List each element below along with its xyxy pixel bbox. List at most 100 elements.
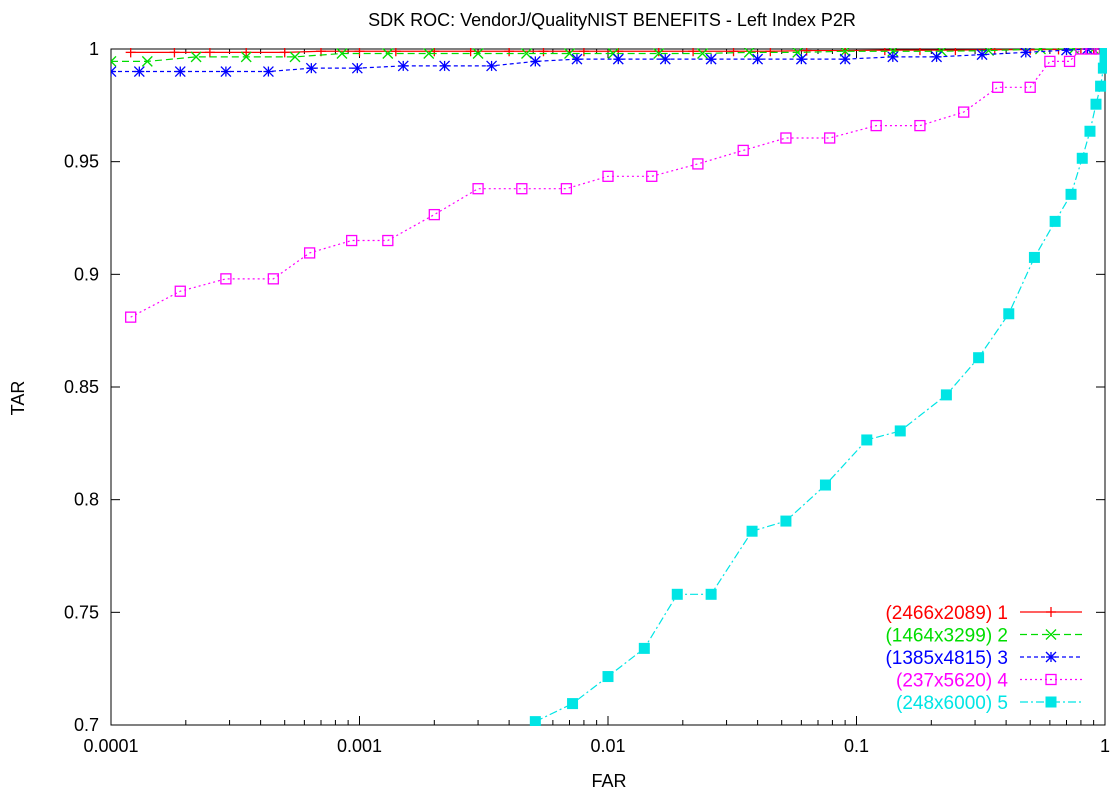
x-tick-label: 0.01 [590, 736, 625, 756]
series-2-point [240, 51, 252, 63]
series-4-point [428, 208, 440, 221]
series-5-point [1090, 98, 1102, 110]
series-5-point [819, 479, 831, 491]
series-2-point [564, 48, 575, 59]
series-4-line [130, 48, 1105, 318]
series-1-point [765, 48, 776, 57]
series-1-point [204, 48, 215, 58]
series-5-point [529, 716, 541, 726]
series-4-point [646, 170, 658, 182]
y-tick-label: 1 [89, 39, 99, 59]
series-5-point [638, 642, 650, 654]
series-2-point [521, 48, 532, 59]
legend-marker [1045, 651, 1057, 663]
plot-area: 0.7 0.75 0.8 0.85 0.9 0.95 1 0.0001 0.001 0.01 0.1… [64, 39, 1110, 756]
series-4-point [267, 273, 279, 285]
series-3-point [839, 53, 851, 65]
series-3-point [529, 55, 541, 67]
series-3-point [397, 60, 409, 72]
series-3-point [705, 53, 717, 65]
chart-title: SDK ROC: VendorJ/QualityNIST BENEFITS - … [368, 10, 856, 30]
series-1-point [125, 48, 136, 58]
series-1-point [390, 48, 401, 57]
series-5 [529, 48, 1107, 726]
series-5-point [602, 671, 614, 683]
series-1-point [354, 48, 365, 57]
series-2-point [190, 51, 202, 63]
series-2-point [743, 48, 755, 58]
y-axis-label: TAR [8, 381, 28, 416]
series-5-point [1028, 251, 1040, 263]
series-4-point [692, 158, 704, 170]
series-1-point [688, 48, 699, 57]
series-2-point [141, 55, 153, 67]
legend-marker [1045, 629, 1057, 640]
series-5-point [861, 434, 873, 446]
series-4-point [516, 183, 528, 195]
series-2 [111, 48, 1107, 67]
series-1-point [169, 48, 180, 58]
legend-item-4: (237x5620) 4 [896, 671, 1082, 692]
series-5-point [1049, 215, 1061, 227]
series-4-point [992, 81, 1004, 93]
series-1-point [538, 48, 549, 57]
series-4 [125, 48, 1107, 323]
series-3-point [439, 60, 451, 72]
legend-label: (2466x2089) 1 [885, 603, 1008, 624]
series-1-point [465, 48, 476, 57]
series-4-point [1085, 48, 1097, 55]
y-tick-label: 0.9 [74, 264, 99, 284]
legend: (2466x2089) 1(1464x3299) 2(1385x4815) 3(… [885, 603, 1082, 714]
series-2-point [839, 48, 851, 57]
series-2-point [423, 48, 435, 59]
x-tick-label: 0.1 [844, 736, 869, 756]
y-tick-label: 0.85 [64, 377, 99, 397]
series-3-point [262, 66, 274, 77]
series-1-point [728, 48, 739, 57]
series-5-point [705, 588, 717, 600]
series-5-point [780, 515, 792, 527]
series-2-point [111, 55, 117, 67]
series-5-point [1065, 188, 1077, 200]
series-3-point [305, 62, 317, 74]
series-2-point [697, 48, 708, 59]
series-5-point [1099, 48, 1107, 55]
y-tick-label: 0.7 [74, 715, 99, 735]
y-tick-label: 0.8 [74, 490, 99, 510]
legend-marker [1045, 696, 1057, 708]
legend-marker [1046, 607, 1056, 617]
series-2-point [289, 51, 301, 63]
series-5-point [940, 389, 952, 401]
series-5-point [1095, 80, 1107, 92]
y-tick-label: 0.75 [64, 602, 99, 622]
series-2-point [382, 48, 394, 59]
legend-label: (237x5620) 4 [896, 671, 1008, 692]
series-5-line [535, 49, 1106, 723]
series-4-point [1044, 55, 1056, 68]
series-4-point [914, 119, 926, 132]
series-4-point [560, 183, 573, 195]
series-1-point [653, 48, 664, 57]
legend-item-5: (248x6000) 5 [896, 693, 1082, 714]
series-4-point [737, 144, 749, 157]
series-1-point [241, 48, 252, 58]
legend-item-3: (1385x4815) 3 [885, 648, 1082, 669]
series-4-point [303, 247, 316, 259]
series-4-point [958, 106, 970, 118]
series-4-point [1063, 55, 1076, 68]
series-1-point [950, 48, 961, 56]
series-3-point [133, 66, 145, 77]
series-3-point [1020, 48, 1032, 58]
series-4-point [780, 132, 792, 144]
series-4-point [125, 311, 137, 323]
series-5-point [973, 352, 985, 364]
legend-item-1: (2466x2089) 1 [885, 603, 1082, 624]
series-3-point [111, 66, 117, 77]
series-3-point [612, 53, 624, 65]
series-3-point [1061, 48, 1072, 56]
series-4-point [346, 234, 358, 247]
series-2-point [1068, 48, 1080, 55]
series-4-point [870, 119, 882, 132]
series-5-point [1099, 53, 1107, 65]
